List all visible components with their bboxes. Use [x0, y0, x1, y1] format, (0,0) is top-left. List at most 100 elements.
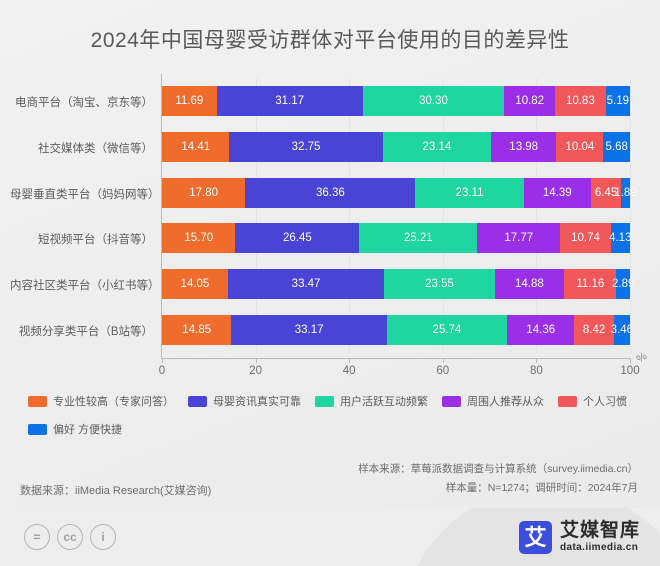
bar-segment: 10.04 [556, 131, 604, 162]
x-axis-tick-mark [536, 358, 538, 363]
x-axis-line [161, 358, 631, 359]
x-axis-tick-mark [255, 358, 257, 363]
bar-value-label: 32.75 [291, 140, 321, 153]
bar-segment: 6.45 [590, 177, 622, 208]
bar-segment: 25.21 [359, 223, 478, 254]
legend-item[interactable]: 个人习惯 [558, 393, 627, 409]
bar-value-label: 15.70 [184, 232, 214, 245]
bar-segment: 14.39 [523, 177, 591, 208]
person-icon: i [90, 524, 116, 550]
bar-value-label: 36.36 [315, 186, 345, 199]
bar-value-label: 14.36 [526, 324, 556, 337]
legend-swatch-icon [28, 423, 47, 435]
bar-segment: 31.17 [216, 85, 363, 116]
bar-value-label: 5.19 [606, 94, 629, 107]
bar-segment: 4.13 [609, 223, 631, 254]
sample-size-line: 样本量：N=1274；调研时间：2024年7月 [445, 482, 638, 494]
y-axis-category-label: 电商平台（淘宝、京东等） [15, 96, 153, 109]
sample-source-line: 样本来源：草莓派数据调查与计算系统（survey.iimedia.cn） [358, 463, 638, 475]
bar-segment: 33.47 [227, 269, 385, 300]
gridline [536, 78, 538, 353]
bar-value-label: 3.46 [610, 324, 634, 337]
bar-segment: 10.74 [560, 223, 611, 254]
bar-row: 14.85 33.17 25.74 14.36 8.42 3.46 [162, 315, 634, 346]
chart-legend: 专业性较高（专家问答） 母婴资讯真实可靠 用户活跃互动频繁 周围人推荐从众 个人习惯偏好… [28, 393, 643, 437]
bar-value-label: 14.88 [515, 278, 544, 291]
legend-swatch-icon [442, 395, 461, 407]
bar-segment: 10.83 [555, 85, 606, 116]
y-axis-category-label: 社交媒体类（微信等） [38, 142, 153, 155]
bar-segment: 2.89 [612, 269, 634, 300]
x-axis-tick-label: 80 [529, 365, 543, 377]
x-axis-tick-label: 0 [158, 365, 166, 377]
brand-logo: 艾 艾媒智库 data.iimedia.cn [518, 520, 640, 554]
creative-commons-icons: = cc i [24, 524, 116, 550]
bar-value-label: 11.16 [576, 278, 605, 291]
legend-item[interactable]: 周围人推荐从众 [442, 393, 544, 409]
legend-swatch-icon [558, 395, 577, 407]
x-axis-tick-mark [630, 358, 631, 363]
bar-row: 14.41 32.75 23.14 13.98 10.04 5.68 [162, 131, 630, 162]
gridline [255, 78, 257, 353]
bar-value-label: 23.11 [455, 186, 484, 199]
bar-segment: 32.75 [229, 131, 383, 162]
bar-segment: 14.36 [507, 315, 575, 346]
x-axis-tick-label: 60 [436, 365, 450, 377]
bar-segment: 14.85 [162, 315, 232, 346]
legend-label: 偏好 方便快捷 [53, 424, 123, 436]
bar-value-label: 23.14 [422, 140, 452, 153]
legend-item[interactable]: 偏好 方便快捷 [28, 421, 122, 437]
bar-value-label: 6.45 [594, 186, 618, 199]
legend-item[interactable]: 用户活跃互动频繁 [315, 393, 428, 409]
creative-commons-icon: cc [57, 524, 83, 550]
bar-value-label: 13.98 [509, 140, 539, 153]
legend-swatch-icon [28, 395, 47, 407]
bar-segment: 1.89 [614, 177, 637, 208]
bar-row: 14.05 33.47 23.55 14.88 11.16 2.89 [162, 269, 634, 300]
bar-segment: 33.17 [231, 315, 387, 346]
bar-value-label: 17.77 [504, 232, 534, 245]
legend-label: 用户活跃互动频繁 [340, 396, 428, 408]
bar-value-label: 10.74 [571, 232, 600, 245]
bar-value-label: 8.42 [582, 324, 606, 337]
bar-segment: 30.30 [362, 85, 505, 116]
bar-segment: 36.36 [245, 177, 416, 208]
bar-segment: 8.42 [574, 315, 614, 346]
logo-mark-icon: 艾 [518, 521, 552, 554]
gridline [630, 78, 631, 353]
legend-swatch-icon [188, 395, 207, 407]
bar-value-label: 14.41 [181, 140, 211, 153]
footer-bar: = cc i 艾 艾媒智库 data.iimedia.cn [0, 508, 660, 566]
bar-segment: 17.77 [477, 223, 561, 254]
bar-value-label: 33.47 [291, 278, 321, 291]
bar-segment: 5.68 [603, 131, 630, 162]
bar-row: 17.80 36.36 23.11 14.39 6.45 1.89 [162, 177, 637, 208]
bar-value-label: 14.39 [542, 186, 572, 199]
bar-value-label: 10.82 [515, 94, 545, 107]
legend-item[interactable]: 专业性较高（专家问答） [28, 393, 174, 409]
bar-segment: 14.41 [162, 131, 230, 162]
legend-label: 母婴资讯真实可靠 [213, 396, 301, 408]
bar-segment: 11.69 [162, 85, 217, 116]
bar-value-label: 25.21 [403, 232, 433, 245]
x-axis-tick-label: 40 [342, 365, 356, 377]
percent-unit-label: % [634, 350, 650, 366]
y-axis-labels: 电商平台（淘宝、京东等） 社交媒体类（微信等） 母婴垂直类平台（妈妈网等） 短视频平台… [0, 78, 162, 353]
bar-value-label: 23.55 [425, 278, 454, 291]
bar-segment: 14.88 [494, 269, 565, 300]
legend-item[interactable]: 母婴资讯真实可靠 [188, 393, 301, 409]
bar-value-label: 14.85 [182, 324, 212, 337]
bar-row: 11.69 31.17 30.30 10.82 10.83 5.19 [162, 85, 630, 116]
logo-name: 艾媒智库 [559, 520, 640, 541]
x-axis-tick-mark [442, 358, 444, 363]
legend-label: 个人习惯 [583, 396, 627, 408]
data-source-note: 数据来源：iiMedia Research(艾媒咨询) [20, 485, 212, 497]
y-axis-category-label: 视频分享类平台（B站等） [18, 326, 153, 339]
bar-segment: 5.19 [605, 85, 630, 116]
bar-segment: 15.70 [162, 223, 236, 254]
bar-segment: 26.45 [235, 223, 360, 254]
bar-value-label: 11.69 [175, 94, 204, 107]
bar-value-label: 31.17 [275, 94, 305, 107]
bar-segment: 11.16 [564, 269, 617, 300]
legend-swatch-icon [315, 395, 334, 407]
